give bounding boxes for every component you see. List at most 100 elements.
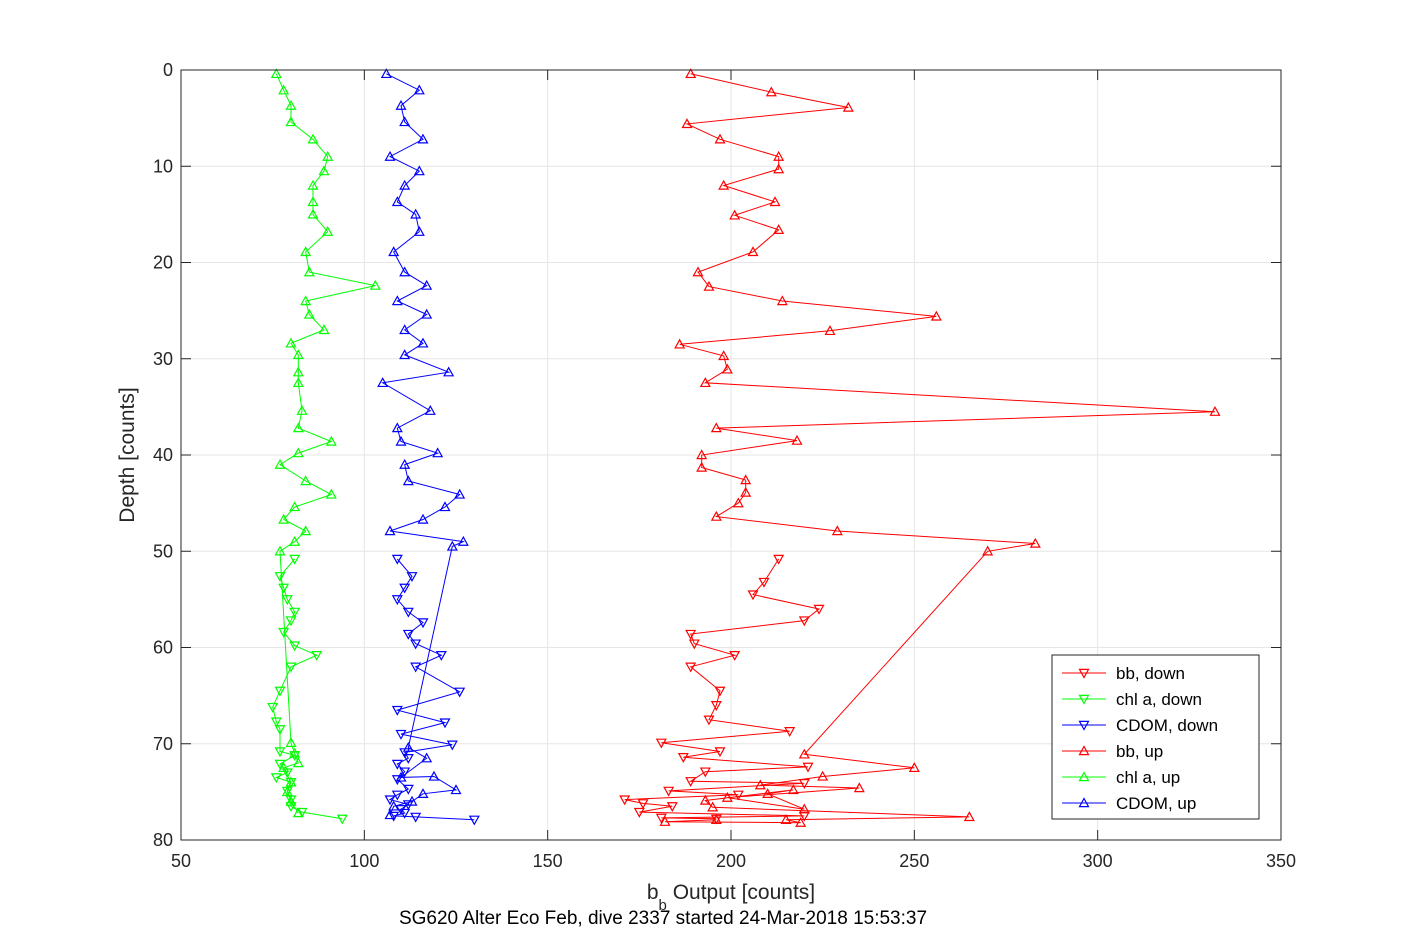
data-point — [982, 545, 994, 556]
series-line — [664, 73, 1216, 824]
data-point — [300, 475, 312, 486]
data-point — [285, 337, 297, 348]
x-axis-label: bb Output [counts] — [647, 881, 815, 914]
data-point — [289, 641, 301, 652]
data-point — [391, 554, 403, 565]
data-point — [685, 629, 697, 640]
data-point — [699, 794, 711, 805]
data-point — [274, 747, 286, 758]
data-point — [402, 741, 414, 752]
legend: bb, down chl a, down CDOM, down bb, up chl a… — [1051, 654, 1260, 820]
legend-marker — [1078, 720, 1090, 731]
data-point — [710, 510, 722, 521]
data-point — [270, 773, 282, 784]
data-point — [619, 795, 631, 806]
data-point — [707, 801, 719, 812]
data-point — [278, 583, 290, 594]
data-point — [274, 725, 286, 736]
y-tick-label: 10 — [153, 156, 173, 176]
data-point — [399, 116, 411, 127]
data-point — [721, 363, 733, 374]
data-point — [747, 590, 759, 601]
data-point — [439, 501, 451, 512]
y-tick-label: 30 — [153, 349, 173, 369]
data-point — [289, 747, 301, 758]
legend-entry: CDOM, up — [1062, 794, 1196, 813]
legend-label: chl a, down — [1116, 690, 1202, 709]
data-point — [417, 133, 429, 144]
data-point — [446, 540, 458, 551]
data-point — [402, 607, 414, 618]
data-point — [384, 795, 396, 806]
data-point — [402, 784, 414, 795]
data-point — [307, 179, 319, 190]
data-point — [729, 650, 741, 661]
data-point — [703, 280, 715, 291]
data-point — [384, 150, 396, 161]
data-point — [395, 99, 407, 110]
legend-entry: chl a, up — [1062, 768, 1180, 787]
data-point — [754, 779, 766, 790]
series-bb-down — [619, 554, 825, 825]
data-point — [318, 165, 330, 176]
data-point — [655, 813, 667, 824]
data-point — [758, 577, 770, 588]
data-point — [732, 790, 744, 801]
data-point — [322, 225, 334, 236]
data-point — [292, 807, 304, 818]
data-point — [300, 525, 312, 536]
data-point — [307, 196, 319, 207]
data-point — [402, 629, 414, 640]
data-point — [410, 812, 422, 823]
data-point — [773, 150, 785, 161]
data-point — [278, 513, 290, 524]
legend-label: CDOM, up — [1116, 794, 1196, 813]
data-point — [325, 488, 337, 499]
data-point — [791, 434, 803, 445]
series-cdom-up — [377, 68, 469, 820]
data-point — [417, 618, 429, 629]
data-point — [296, 807, 308, 818]
data-point — [388, 246, 400, 257]
data-point — [289, 751, 301, 762]
data-point — [795, 816, 807, 827]
data-point — [300, 246, 312, 257]
data-point — [699, 377, 711, 388]
data-point — [274, 458, 286, 469]
data-point — [292, 377, 304, 388]
data-point — [421, 279, 433, 290]
data-point — [688, 639, 700, 650]
data-point — [714, 747, 726, 758]
data-point — [384, 525, 396, 536]
data-point — [824, 325, 836, 336]
data-point — [421, 308, 433, 319]
data-point — [424, 404, 436, 415]
data-point — [399, 767, 411, 778]
data-point — [336, 814, 348, 825]
data-point — [740, 474, 752, 485]
data-point — [413, 84, 425, 95]
data-point — [391, 295, 403, 306]
data-point — [391, 775, 403, 786]
data-point — [421, 752, 433, 763]
series-line — [624, 558, 821, 820]
data-point — [710, 422, 722, 433]
data-point — [666, 802, 678, 813]
data-point — [292, 366, 304, 377]
x-tick-label: 100 — [349, 851, 379, 871]
x-tick-label: 300 — [1083, 851, 1113, 871]
data-point — [439, 718, 451, 729]
data-point — [311, 650, 323, 661]
data-point — [410, 662, 422, 673]
legend-marker — [1078, 771, 1090, 782]
data-point — [395, 435, 407, 446]
legend-box — [1051, 654, 1260, 820]
data-point — [776, 295, 788, 306]
data-point — [659, 815, 671, 826]
legend-entry: bb, down — [1062, 664, 1185, 683]
series-bb-up — [659, 68, 1221, 827]
data-point — [798, 779, 810, 789]
data-point — [454, 687, 466, 698]
data-point — [714, 686, 726, 697]
data-point — [762, 788, 774, 799]
